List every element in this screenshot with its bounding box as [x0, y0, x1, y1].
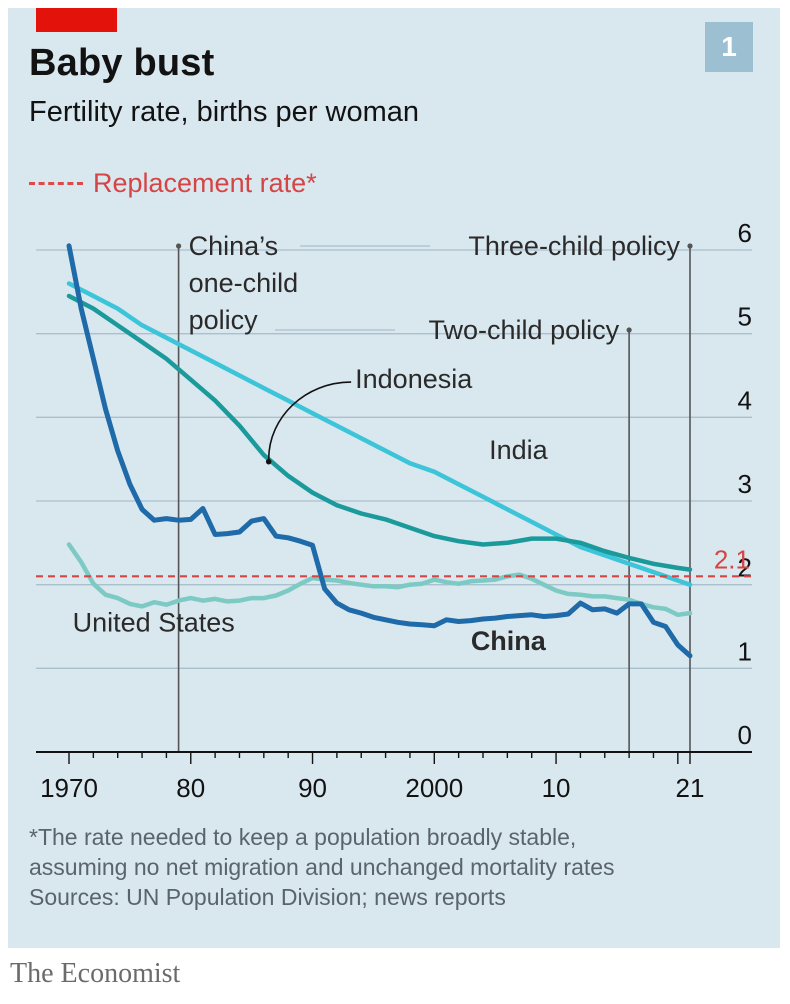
- x-tick-label: 10: [542, 773, 571, 803]
- publisher-wordmark: The Economist: [10, 958, 181, 989]
- series-label-indonesia: Indonesia: [355, 364, 473, 394]
- legend-dash-marker: [29, 182, 83, 185]
- y-tick-label: 4: [738, 385, 752, 415]
- footnote-line: Sources: UN Population Division; news re…: [29, 884, 506, 910]
- footnote-line: *The rate needed to keep a population br…: [29, 824, 577, 850]
- replacement-rate-label: 2.1: [714, 544, 750, 574]
- x-tick-label: 1970: [40, 773, 98, 803]
- event-dot-one-child: [175, 243, 182, 249]
- event-label-three-child: Three-child policy: [468, 231, 680, 261]
- legend-label: Replacement rate*: [93, 168, 317, 198]
- series-line-united-states: [66, 542, 693, 618]
- series-label-india: India: [489, 435, 549, 465]
- event-label-two-child: Two-child policy: [429, 315, 620, 345]
- x-tick-label: 2000: [405, 773, 463, 803]
- y-tick-label: 3: [738, 469, 752, 499]
- series-line-china: [66, 243, 693, 659]
- chart-panel: [8, 8, 780, 948]
- footnote: *The rate needed to keep a population br…: [29, 822, 615, 912]
- x-tick-label: 90: [298, 773, 327, 803]
- series-label-china: China: [471, 626, 547, 656]
- chart-number-badge: 1: [705, 22, 753, 72]
- event-dot-three-child: [687, 243, 693, 249]
- y-tick-label: 2: [738, 553, 752, 583]
- x-tick-label: 80: [176, 773, 205, 803]
- event-label-one-child: China’s: [189, 231, 279, 261]
- footnote-line: assuming no net migration and unchanged …: [29, 854, 615, 880]
- indonesia-callout-dot: [265, 458, 272, 465]
- x-tick-label: 21: [676, 773, 705, 803]
- chart-title: Baby bust: [29, 42, 215, 84]
- series-line-indonesia: [66, 293, 693, 572]
- legend: Replacement rate*: [29, 168, 317, 199]
- y-tick-label: 0: [738, 720, 752, 750]
- event-dot-two-child: [626, 327, 632, 333]
- series-label-united-states: United States: [73, 608, 235, 638]
- series-line-india: [66, 281, 693, 587]
- indonesia-callout-leader: [267, 381, 352, 460]
- brand-red-tag: [36, 8, 117, 32]
- y-tick-label: 1: [738, 636, 752, 666]
- chart-subtitle: Fertility rate, births per woman: [29, 96, 420, 128]
- y-tick-label: 6: [738, 218, 752, 248]
- event-label-one-child: one-child: [189, 268, 299, 298]
- y-tick-label: 5: [738, 302, 752, 332]
- event-label-one-child: policy: [189, 305, 259, 335]
